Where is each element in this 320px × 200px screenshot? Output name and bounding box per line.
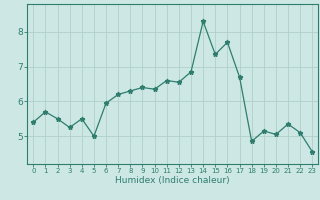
X-axis label: Humidex (Indice chaleur): Humidex (Indice chaleur)	[116, 176, 230, 185]
